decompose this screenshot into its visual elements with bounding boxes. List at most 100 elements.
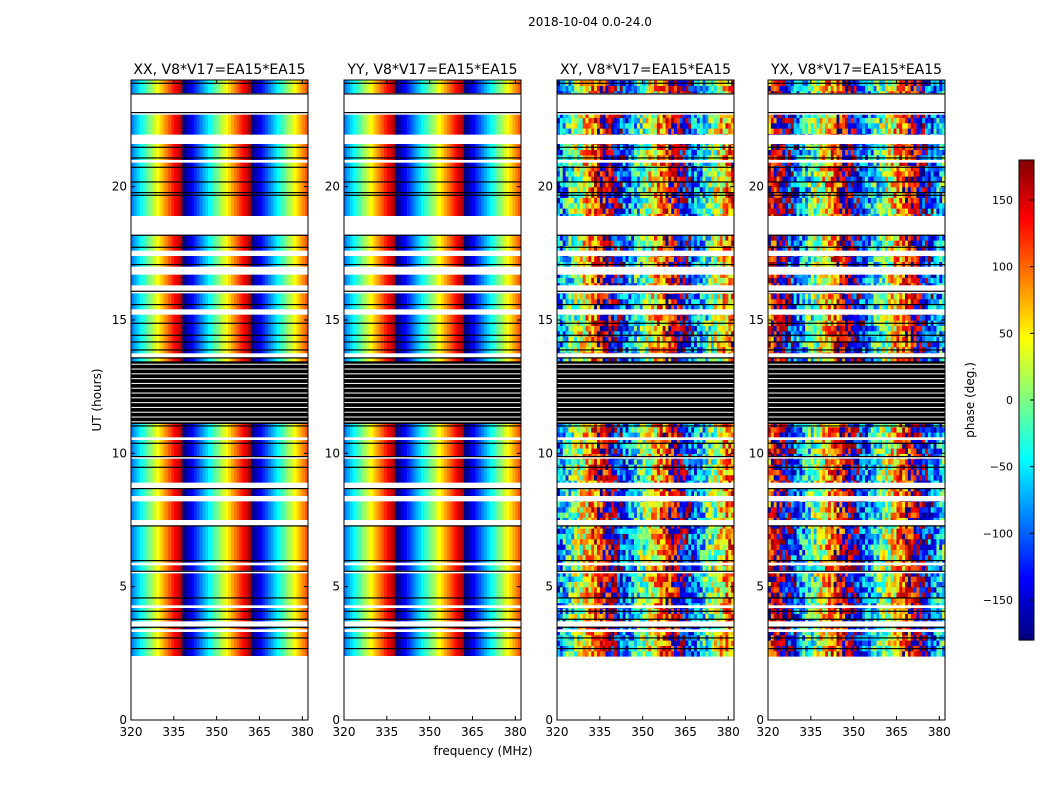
flagged-gap [768, 102, 945, 106]
y-tick-label: 20 [112, 180, 127, 194]
y-tick-label: 20 [325, 180, 340, 194]
flagged-gap [344, 160, 521, 163]
flagged-gap [557, 570, 734, 574]
heatmap-panel: XY, V8*V17=EA15*EA15 320 335 350 365 380 0 5 10 1… [538, 62, 740, 739]
panel-title: YY, V8*V17=EA15*EA15 [346, 62, 517, 78]
flagged-gap [131, 562, 308, 566]
flag-line [131, 456, 308, 458]
flagged-gap [131, 437, 308, 440]
heatmap-panel: YY, V8*V17=EA15*EA15 320 335 350 365 380 0 5 10 1… [325, 62, 527, 739]
x-tick-label: 365 [461, 725, 484, 739]
figure-suptitle: 2018-10-04 0.0-24.0 [528, 15, 652, 29]
y-tick-label: 0 [545, 713, 553, 727]
x-tick-label: 365 [248, 725, 271, 739]
flag-line [344, 466, 521, 468]
flag-line [344, 322, 521, 324]
panel-frame [556, 79, 735, 721]
flag-line [344, 442, 521, 444]
flag-line [557, 626, 734, 628]
colorbar-tick-label: 50 [999, 327, 1013, 340]
heatmap-panel: XX, V8*V17=EA15*EA15 320 335 350 365 380 0 5 10 1… [112, 62, 314, 739]
flagged-gap [557, 562, 734, 566]
flagged-gap [557, 309, 734, 315]
flag-line [557, 166, 734, 168]
flagged-gap [344, 562, 521, 566]
flag-line [557, 157, 734, 159]
flagged-gap [344, 216, 521, 235]
flag-line [131, 157, 308, 159]
panel-frame [343, 79, 522, 721]
flagged-gap [768, 93, 945, 96]
flag-line [557, 442, 734, 444]
flag-line [768, 181, 945, 183]
flag-line [768, 618, 945, 620]
flag-line [557, 618, 734, 620]
flag-line [768, 93, 945, 95]
x-tick-label: 380 [504, 725, 527, 739]
flagged-gap [768, 285, 945, 294]
flagged-gap [557, 496, 734, 502]
flag-line [131, 466, 308, 468]
flag-line [344, 425, 521, 427]
y-tick-label: 15 [749, 313, 764, 327]
flag-line [768, 648, 945, 650]
flag-line [557, 93, 734, 95]
y-tick-label: 10 [112, 446, 127, 460]
panel-title: XX, V8*V17=EA15*EA15 [133, 62, 305, 78]
flag-line [557, 194, 734, 196]
colorbar-tick-label: −50 [990, 461, 1013, 474]
flagged-gap [557, 250, 734, 256]
panel-title: YX, V8*V17=EA15*EA15 [770, 62, 942, 78]
flagged-gap [557, 216, 734, 235]
flag-line [768, 246, 945, 248]
flag-line [131, 488, 308, 490]
flagged-gap [131, 216, 308, 235]
panel-frame [767, 79, 946, 721]
flag-line [768, 264, 945, 266]
flag-line [344, 304, 521, 306]
flag-line [557, 456, 734, 458]
flagged-gap [344, 456, 521, 459]
flag-line [131, 626, 308, 628]
flag-line [768, 334, 945, 336]
panel-frame [130, 79, 309, 721]
flagged-gap [131, 520, 308, 526]
flagged-gap [768, 520, 945, 526]
flagged-gap [557, 285, 734, 294]
heatmap-image [131, 80, 308, 656]
flagged-gap [557, 605, 734, 608]
flag-line [768, 82, 945, 84]
flagged-gap [344, 309, 521, 315]
flagged-gap [344, 266, 521, 275]
flag-line [768, 570, 945, 572]
flag-line [344, 637, 521, 639]
flag-line [557, 560, 734, 562]
flagged-gap [768, 353, 945, 358]
flag-line [768, 304, 945, 306]
colorbar-tick-label: 100 [992, 261, 1013, 274]
flagged-gap [557, 102, 734, 106]
flag-line [131, 192, 308, 194]
colorbar-tick-label: −100 [983, 527, 1013, 540]
flag-line [768, 357, 945, 359]
flag-line [131, 290, 308, 292]
flag-line [344, 157, 521, 159]
flag-line [131, 442, 308, 444]
flagged-gap [344, 629, 521, 632]
heatmap-image [344, 80, 521, 656]
flagged-gap [557, 621, 734, 627]
flag-line [344, 181, 521, 183]
flag-line [768, 466, 945, 468]
flagged-gap [344, 437, 521, 440]
x-tick-label: 380 [928, 725, 951, 739]
flagged-gap [557, 456, 734, 459]
flagged-gap [131, 134, 308, 144]
flag-line [344, 618, 521, 620]
flag-line [768, 192, 945, 194]
flag-line [131, 525, 308, 527]
flagged-gap [768, 456, 945, 459]
x-tick-label: 335 [799, 725, 822, 739]
x-tick-label: 335 [375, 725, 398, 739]
colorbar: −150 −100 −50 0 50 100 150 phase (deg.) [963, 159, 1035, 641]
panel-title: XY, V8*V17=EA15*EA15 [560, 62, 731, 78]
